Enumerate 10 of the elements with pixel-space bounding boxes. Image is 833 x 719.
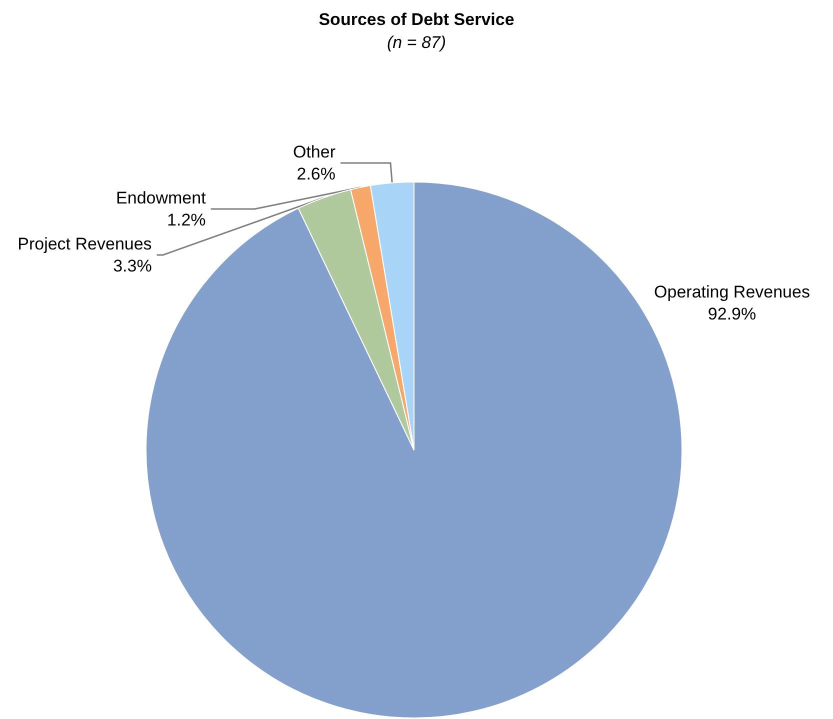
chart-subtitle: (n = 87) bbox=[386, 33, 446, 52]
slice-label: Project Revenues bbox=[18, 234, 152, 254]
data-label: 3.3% bbox=[113, 256, 152, 276]
data-label: 1.2% bbox=[167, 210, 206, 230]
slice-label: Endowment bbox=[116, 188, 206, 208]
slice-label: Other bbox=[292, 142, 336, 162]
chart-title: Sources of Debt Service bbox=[318, 10, 514, 29]
data-label: 92.9% bbox=[708, 304, 756, 324]
slice-label: Operating Revenues bbox=[654, 282, 810, 302]
data-label: 2.6% bbox=[296, 164, 336, 184]
